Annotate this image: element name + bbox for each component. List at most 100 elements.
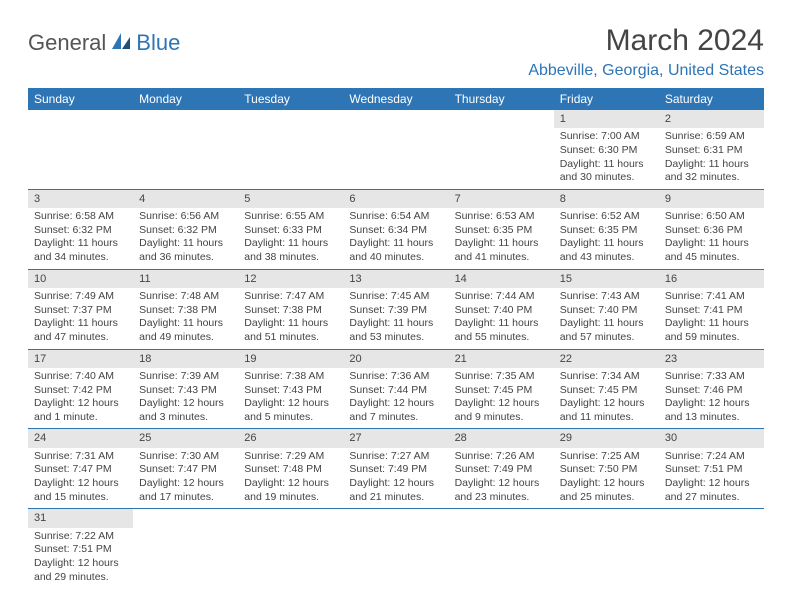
day-info-line: Daylight: 12 hours: [560, 477, 653, 491]
day-content: Sunrise: 7:27 AMSunset: 7:49 PMDaylight:…: [343, 448, 448, 509]
day-number: 7: [449, 190, 554, 208]
calendar-cell: 30Sunrise: 7:24 AMSunset: 7:51 PMDayligh…: [659, 429, 764, 509]
day-info-line: and 5 minutes.: [244, 411, 337, 425]
day-number: 11: [133, 270, 238, 288]
day-info-line: Sunset: 7:49 PM: [349, 463, 442, 477]
day-content: Sunrise: 7:26 AMSunset: 7:49 PMDaylight:…: [449, 448, 554, 509]
day-content: Sunrise: 6:59 AMSunset: 6:31 PMDaylight:…: [659, 128, 764, 189]
day-info-line: Daylight: 12 hours: [34, 557, 127, 571]
calendar-cell: 15Sunrise: 7:43 AMSunset: 7:40 PMDayligh…: [554, 269, 659, 349]
day-info-line: and 25 minutes.: [560, 491, 653, 505]
day-info-line: Daylight: 11 hours: [455, 317, 548, 331]
day-number: 15: [554, 270, 659, 288]
calendar-cell: [449, 110, 554, 189]
calendar-cell: 19Sunrise: 7:38 AMSunset: 7:43 PMDayligh…: [238, 349, 343, 429]
calendar-cell: 29Sunrise: 7:25 AMSunset: 7:50 PMDayligh…: [554, 429, 659, 509]
day-info-line: Sunset: 7:47 PM: [34, 463, 127, 477]
day-info-line: Sunset: 6:35 PM: [455, 224, 548, 238]
calendar-cell: 5Sunrise: 6:55 AMSunset: 6:33 PMDaylight…: [238, 189, 343, 269]
day-content: Sunrise: 6:55 AMSunset: 6:33 PMDaylight:…: [238, 208, 343, 269]
day-info-line: Daylight: 12 hours: [665, 397, 758, 411]
day-content: Sunrise: 7:00 AMSunset: 6:30 PMDaylight:…: [554, 128, 659, 189]
day-info-line: Daylight: 11 hours: [139, 317, 232, 331]
day-info-line: Sunrise: 7:34 AM: [560, 370, 653, 384]
day-number: 29: [554, 429, 659, 447]
day-info-line: Sunset: 7:51 PM: [34, 543, 127, 557]
logo: General Blue: [28, 30, 180, 56]
day-info-line: Daylight: 11 hours: [139, 237, 232, 251]
day-info-line: and 49 minutes.: [139, 331, 232, 345]
day-info-line: Sunrise: 7:29 AM: [244, 450, 337, 464]
title-block: March 2024 Abbeville, Georgia, United St…: [528, 24, 764, 80]
calendar-cell: 13Sunrise: 7:45 AMSunset: 7:39 PMDayligh…: [343, 269, 448, 349]
day-info-line: Sunset: 7:42 PM: [34, 384, 127, 398]
day-info-line: Sunset: 7:37 PM: [34, 304, 127, 318]
day-number: 6: [343, 190, 448, 208]
day-number: 13: [343, 270, 448, 288]
calendar-cell: 11Sunrise: 7:48 AMSunset: 7:38 PMDayligh…: [133, 269, 238, 349]
day-info-line: Daylight: 12 hours: [349, 397, 442, 411]
day-info-line: and 19 minutes.: [244, 491, 337, 505]
day-number: 17: [28, 350, 133, 368]
day-info-line: Sunrise: 6:52 AM: [560, 210, 653, 224]
calendar-cell: 16Sunrise: 7:41 AMSunset: 7:41 PMDayligh…: [659, 269, 764, 349]
day-content: Sunrise: 7:49 AMSunset: 7:37 PMDaylight:…: [28, 288, 133, 349]
day-info-line: Sunrise: 7:24 AM: [665, 450, 758, 464]
day-info-line: and 47 minutes.: [34, 331, 127, 345]
day-number: 22: [554, 350, 659, 368]
day-info-line: and 7 minutes.: [349, 411, 442, 425]
day-info-line: Daylight: 12 hours: [349, 477, 442, 491]
day-content: Sunrise: 7:41 AMSunset: 7:41 PMDaylight:…: [659, 288, 764, 349]
day-info-line: Sunrise: 7:41 AM: [665, 290, 758, 304]
day-info-line: Sunrise: 7:33 AM: [665, 370, 758, 384]
day-info-line: and 59 minutes.: [665, 331, 758, 345]
day-number: 16: [659, 270, 764, 288]
day-content: Sunrise: 6:53 AMSunset: 6:35 PMDaylight:…: [449, 208, 554, 269]
day-info-line: Daylight: 11 hours: [665, 158, 758, 172]
day-info-line: Sunset: 7:41 PM: [665, 304, 758, 318]
calendar-cell: [343, 110, 448, 189]
calendar-cell: [449, 509, 554, 588]
day-content: Sunrise: 6:54 AMSunset: 6:34 PMDaylight:…: [343, 208, 448, 269]
calendar-row: 3Sunrise: 6:58 AMSunset: 6:32 PMDaylight…: [28, 189, 764, 269]
day-number: 19: [238, 350, 343, 368]
day-info-line: Sunrise: 6:55 AM: [244, 210, 337, 224]
day-info-line: Sunset: 7:49 PM: [455, 463, 548, 477]
day-content: Sunrise: 6:50 AMSunset: 6:36 PMDaylight:…: [659, 208, 764, 269]
calendar-row: 31Sunrise: 7:22 AMSunset: 7:51 PMDayligh…: [28, 509, 764, 588]
day-info-line: Sunrise: 7:48 AM: [139, 290, 232, 304]
day-info-line: and 57 minutes.: [560, 331, 653, 345]
day-number: 1: [554, 110, 659, 128]
calendar-cell: 10Sunrise: 7:49 AMSunset: 7:37 PMDayligh…: [28, 269, 133, 349]
day-content: Sunrise: 7:38 AMSunset: 7:43 PMDaylight:…: [238, 368, 343, 429]
day-info-line: Sunrise: 7:00 AM: [560, 130, 653, 144]
day-info-line: Sunset: 7:38 PM: [139, 304, 232, 318]
day-info-line: and 45 minutes.: [665, 251, 758, 265]
day-info-line: Sunset: 7:45 PM: [560, 384, 653, 398]
day-info-line: Daylight: 12 hours: [244, 397, 337, 411]
day-info-line: Daylight: 12 hours: [455, 477, 548, 491]
day-number: 10: [28, 270, 133, 288]
day-info-line: Sunset: 7:40 PM: [455, 304, 548, 318]
day-info-line: Sunrise: 6:56 AM: [139, 210, 232, 224]
day-content: Sunrise: 7:48 AMSunset: 7:38 PMDaylight:…: [133, 288, 238, 349]
weekday-header: Wednesday: [343, 88, 448, 110]
day-info-line: Daylight: 11 hours: [665, 237, 758, 251]
day-number: 28: [449, 429, 554, 447]
day-info-line: Sunrise: 7:30 AM: [139, 450, 232, 464]
day-info-line: Daylight: 11 hours: [34, 237, 127, 251]
day-info-line: and 1 minute.: [34, 411, 127, 425]
day-info-line: and 15 minutes.: [34, 491, 127, 505]
day-info-line: Daylight: 12 hours: [244, 477, 337, 491]
calendar-cell: [659, 509, 764, 588]
day-info-line: Daylight: 12 hours: [665, 477, 758, 491]
day-info-line: and 17 minutes.: [139, 491, 232, 505]
day-info-line: Sunset: 7:47 PM: [139, 463, 232, 477]
day-info-line: and 9 minutes.: [455, 411, 548, 425]
calendar-cell: 7Sunrise: 6:53 AMSunset: 6:35 PMDaylight…: [449, 189, 554, 269]
day-content: Sunrise: 7:30 AMSunset: 7:47 PMDaylight:…: [133, 448, 238, 509]
calendar-cell: 17Sunrise: 7:40 AMSunset: 7:42 PMDayligh…: [28, 349, 133, 429]
calendar-cell: 31Sunrise: 7:22 AMSunset: 7:51 PMDayligh…: [28, 509, 133, 588]
day-info-line: Sunset: 7:40 PM: [560, 304, 653, 318]
day-number: 27: [343, 429, 448, 447]
